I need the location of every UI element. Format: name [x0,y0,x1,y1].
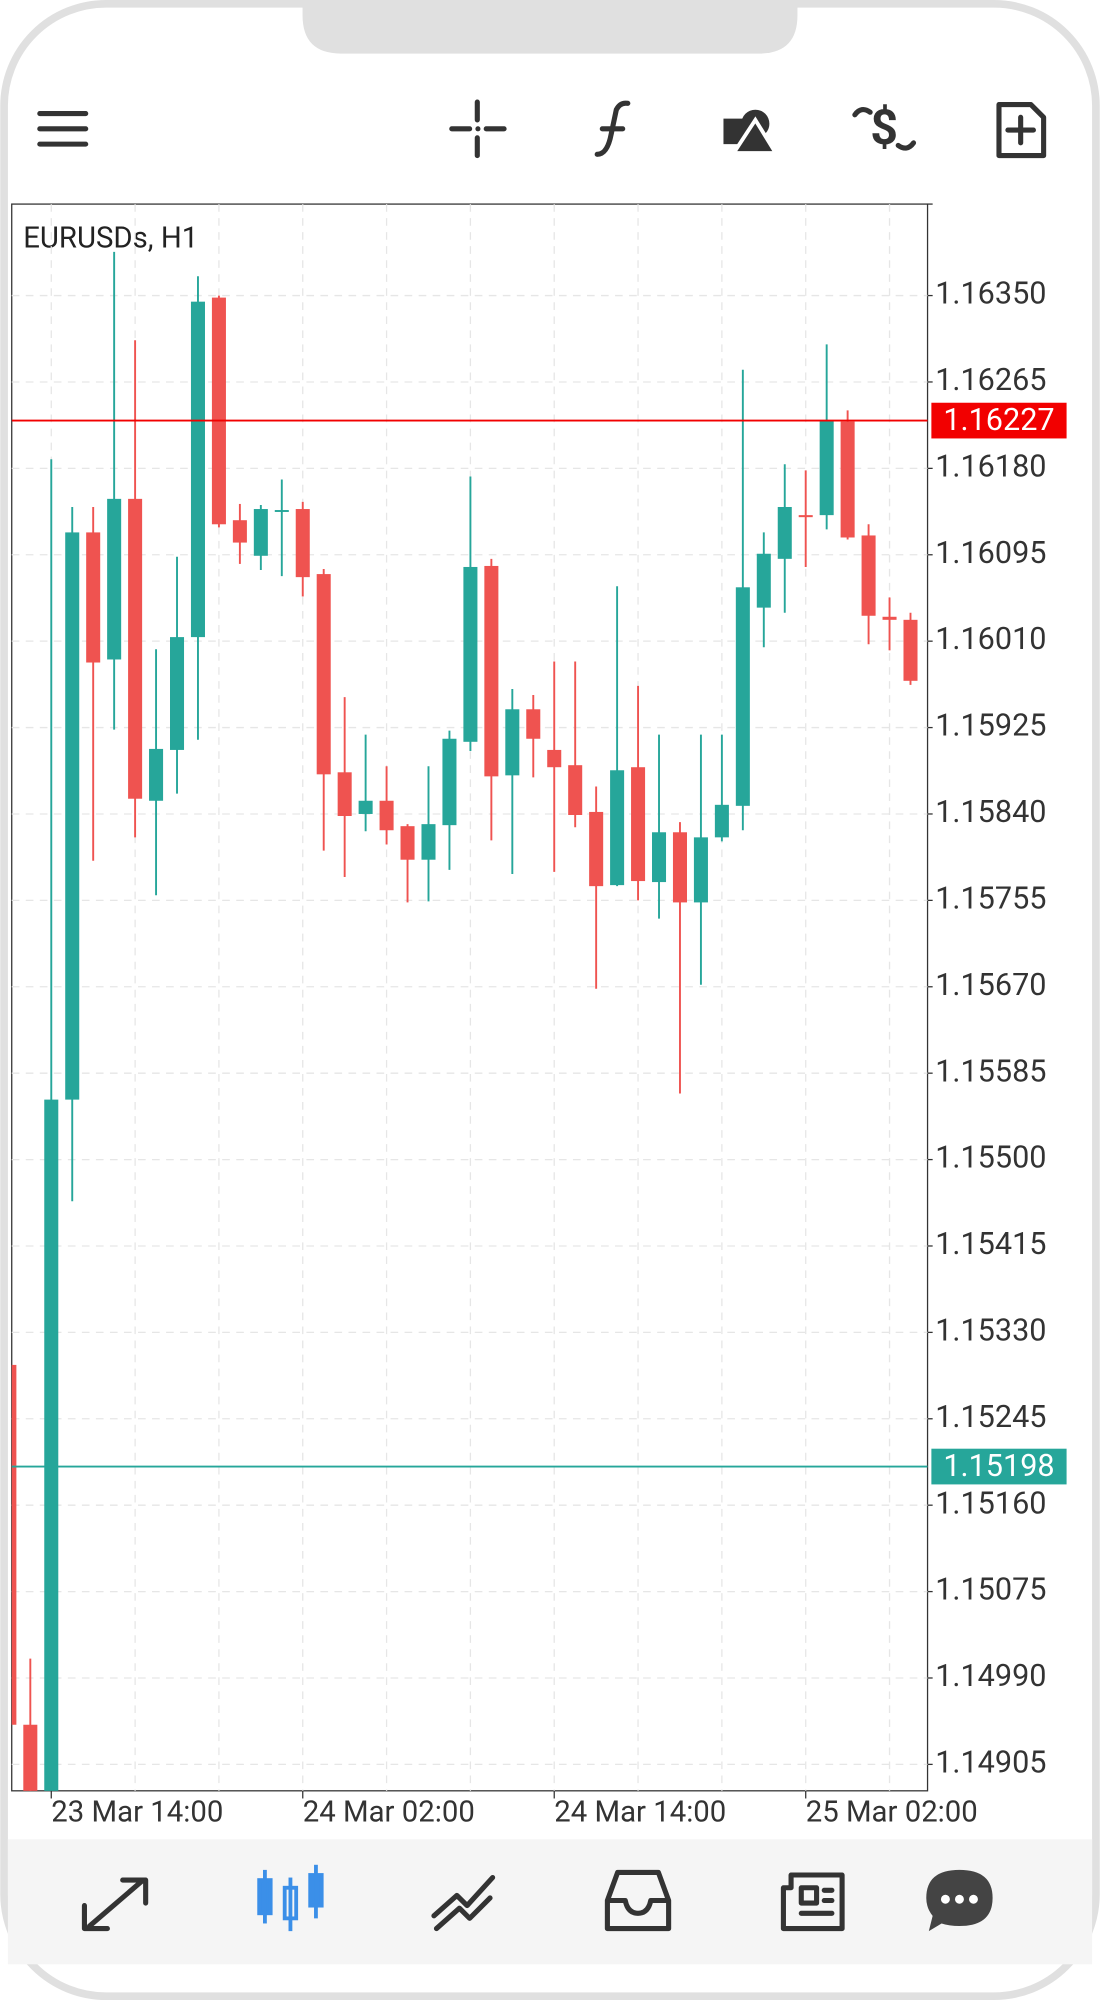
y-tick-label: 1.15075 [935,1573,1046,1608]
objects-button[interactable] [723,109,780,155]
notch [302,3,798,54]
candle-body [819,420,834,516]
y-tick-label: 1.16010 [935,622,1046,657]
candle-body [44,1099,59,1791]
y-tick-label: 1.15585 [935,1054,1046,1089]
candle-body [253,509,268,556]
grid [11,204,928,1791]
candle-body [232,520,247,543]
y-tick-label: 1.16265 [935,363,1046,398]
x-tick-label: 24 Mar 14:00 [554,1796,726,1830]
bottom-nav [7,1839,1093,1965]
candle-body [861,535,876,616]
candle-body [128,498,143,799]
y-tick-label: 1.15925 [935,709,1046,744]
candle-body [86,532,101,663]
trade-tab[interactable] [431,1874,496,1932]
candle-body [107,498,122,660]
x-tick-label: 23 Mar 14:00 [51,1796,223,1830]
y-tick-label: 1.16095 [935,536,1046,571]
new-order-button[interactable] [996,102,1047,159]
y-tick-label: 1.15755 [935,881,1046,916]
y-tick-label: 1.14905 [935,1745,1046,1780]
candle-body [211,297,226,525]
candle-body [840,421,855,538]
y-tick-label: 1.15500 [935,1141,1046,1176]
menu-button[interactable] [37,110,89,147]
y-tick-label: 1.15415 [935,1227,1046,1262]
candle-body [463,566,478,742]
candle-body [358,800,373,814]
candle-body [190,301,205,638]
candle-body [693,837,708,903]
y-tick-label: 1.15160 [935,1486,1046,1521]
price-tag-label: 1.16227 [943,403,1054,438]
x-tick-label: 24 Mar 02:00 [303,1796,475,1830]
candle-body [882,616,897,620]
candle-body [442,738,457,826]
quotes-tab[interactable] [81,1877,149,1932]
candle-body [547,749,562,768]
candle-body [295,509,310,578]
candle-body [337,772,352,817]
chart-tab[interactable] [257,1864,324,1932]
news-tab[interactable] [780,1872,845,1932]
history-tab[interactable] [604,1869,672,1932]
candle-body [756,553,771,608]
candle-body [798,515,813,518]
y-tick-label: 1.14990 [935,1659,1046,1694]
price-tag [931,1448,1067,1485]
candle-body [379,800,394,831]
indicators-button[interactable] [594,100,631,157]
crosshair-button[interactable] [449,99,507,159]
candle-body [421,824,436,860]
y-tick-label: 1.16180 [935,449,1046,484]
candle-body [526,709,541,739]
axes: 1.16350 1.16265 1.16180 1.16095 1.16010 1.159… [50,277,1067,1830]
chat-tab[interactable] [926,1869,993,1932]
trade-button[interactable]: $ [852,99,917,156]
candle-body [631,767,646,882]
candle-body [610,770,625,886]
symbol-title: EURUSDs, H1 [23,222,198,256]
dollar-icon: $ [870,99,898,156]
candle-body [23,1724,38,1791]
price-tag [931,402,1067,439]
candle-body [505,709,520,776]
candle-body [672,832,687,903]
candle-body [149,748,164,801]
x-tick-label: 25 Mar 02:00 [806,1796,978,1830]
y-tick-label: 1.16350 [935,277,1046,312]
candle-body [777,506,792,559]
candle-body [65,532,80,1100]
price-tag-label: 1.15198 [943,1449,1054,1484]
candle-body [903,619,918,681]
candle-body [11,1364,17,1725]
candle-body [714,804,729,838]
candle-body [735,587,750,806]
plot-area [11,203,929,1792]
candle-body [568,765,583,815]
candles [11,251,928,1791]
candle-body [170,637,185,750]
y-tick-label: 1.15840 [935,795,1046,830]
candle-body [274,510,289,512]
candle-body [589,811,604,887]
y-tick-label: 1.15245 [935,1400,1046,1435]
candle-body [652,832,667,883]
candle-body [316,574,331,775]
y-tick-label: 1.15670 [935,968,1046,1003]
candle-body [484,565,499,777]
y-tick-label: 1.15330 [935,1313,1046,1348]
candle-body [400,826,415,860]
